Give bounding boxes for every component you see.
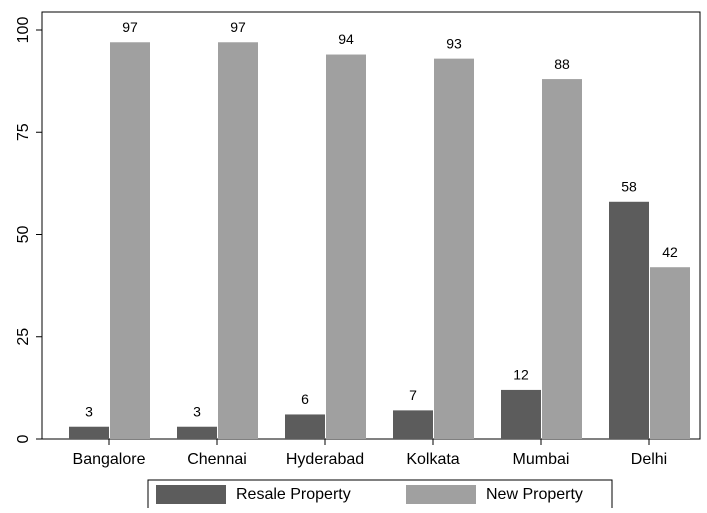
legend-label: Resale Property [236,486,351,503]
bar [501,389,541,439]
plot-frame [41,11,701,440]
value-label: 93 [446,35,462,51]
x-tick-label: Hyderabad [286,451,364,468]
y-tick-label: 0 [15,434,32,443]
y-tick-label: 75 [15,123,32,141]
value-label: 58 [621,178,637,194]
bar [650,267,690,439]
bar [326,54,366,439]
bar [609,201,649,439]
y-tick-label: 50 [15,225,32,243]
x-tick-label: Chennai [187,451,247,468]
legend-box [147,479,613,513]
bar [218,42,258,439]
value-label: 3 [193,403,201,419]
value-label: 7 [409,387,417,403]
value-label: 6 [301,391,309,407]
x-tick-label: Mumbai [513,451,570,468]
y-tick-label: 100 [15,17,32,44]
bar [69,426,109,439]
legend-swatch [156,485,226,504]
value-label: 97 [230,19,246,35]
x-tick-label: Delhi [631,451,667,468]
x-tick-label: Kolkata [406,451,459,468]
x-tick-label: Bangalore [73,451,146,468]
legend-label: New Property [486,486,583,503]
bar [542,79,582,439]
legend-swatch [406,485,476,504]
bar [177,426,217,439]
value-label: 88 [554,56,570,72]
value-label: 12 [513,367,529,383]
bar [434,58,474,440]
bar [110,42,150,439]
value-label: 94 [338,31,354,47]
value-label: 42 [662,244,678,260]
y-tick-label: 25 [15,328,32,346]
bar [393,410,433,439]
bar [285,414,325,439]
value-label: 3 [85,403,93,419]
value-label: 97 [122,19,138,35]
